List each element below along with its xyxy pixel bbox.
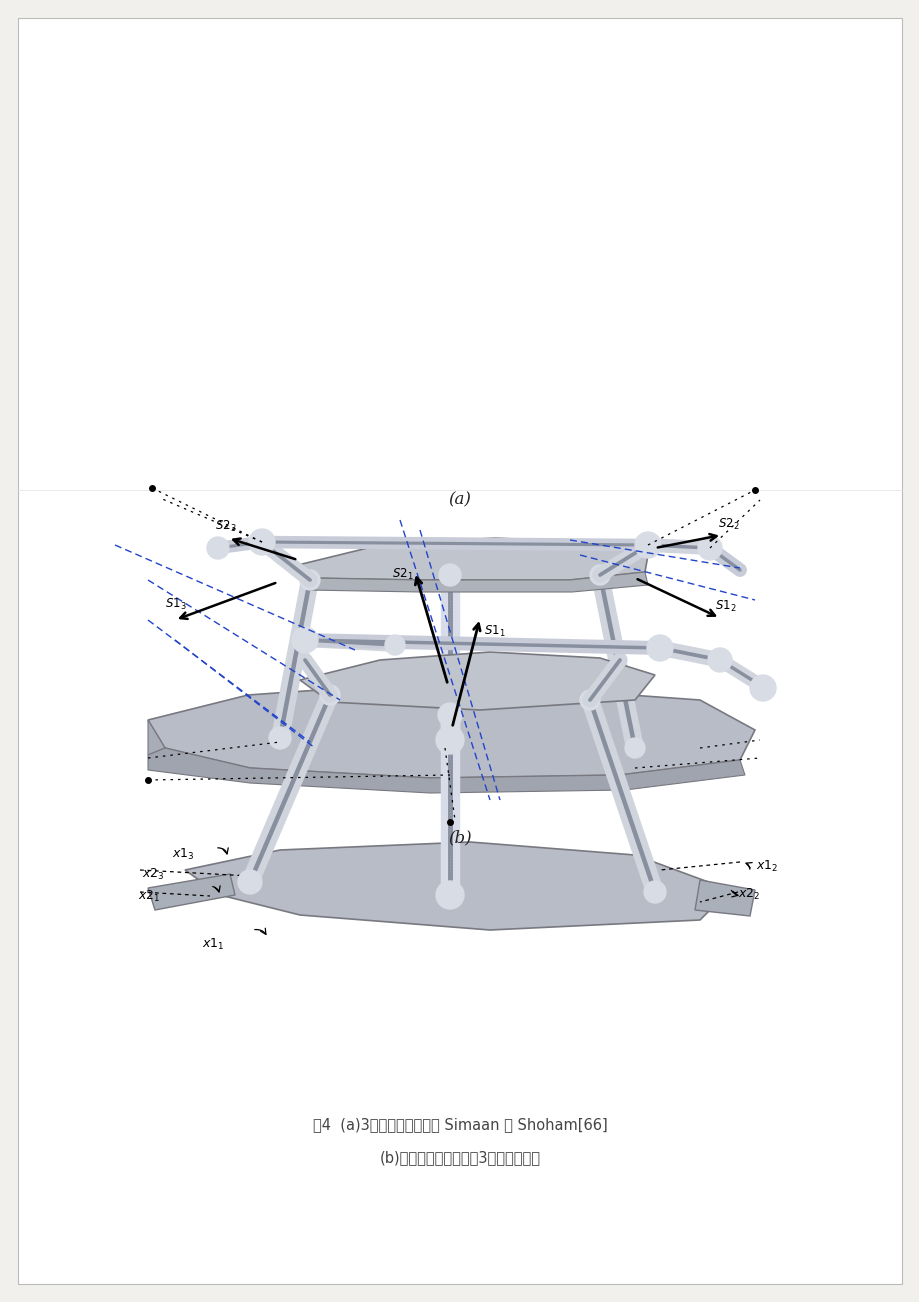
Circle shape — [643, 881, 665, 904]
Text: $S2_3$: $S2_3$ — [215, 519, 236, 534]
Circle shape — [249, 529, 275, 555]
Text: $x1_1$: $x1_1$ — [202, 937, 224, 952]
Text: $S2_2$: $S2_2$ — [717, 517, 739, 533]
Circle shape — [646, 635, 673, 661]
Text: $x1_3$: $x1_3$ — [172, 848, 195, 862]
Text: (b)飞机和致动器螺丝的3自由度机器人: (b)飞机和致动器螺丝的3自由度机器人 — [380, 1151, 540, 1165]
Circle shape — [634, 533, 660, 559]
Text: 图4  (a)3自由度机器人提出 Simaan 和 Shoham[66]: 图4 (a)3自由度机器人提出 Simaan 和 Shoham[66] — [312, 1117, 607, 1133]
Circle shape — [238, 870, 262, 894]
Polygon shape — [148, 749, 744, 793]
Polygon shape — [148, 874, 234, 910]
Text: $S1_2$: $S1_2$ — [714, 599, 736, 615]
Circle shape — [708, 648, 732, 672]
Polygon shape — [148, 685, 754, 779]
Text: $x1_2$: $x1_2$ — [755, 859, 777, 874]
Circle shape — [624, 738, 644, 758]
FancyBboxPatch shape — [18, 18, 901, 1284]
Circle shape — [749, 674, 775, 700]
Polygon shape — [298, 538, 647, 579]
Polygon shape — [694, 880, 754, 917]
Polygon shape — [298, 572, 647, 592]
Circle shape — [384, 635, 404, 655]
Circle shape — [300, 570, 320, 590]
Circle shape — [268, 727, 290, 749]
Text: $S1_1$: $S1_1$ — [483, 624, 505, 639]
Circle shape — [579, 690, 599, 710]
Circle shape — [437, 703, 461, 727]
Polygon shape — [185, 842, 729, 930]
Circle shape — [291, 628, 318, 654]
Text: $S2_1$: $S2_1$ — [391, 566, 414, 582]
Text: $x2_1$: $x2_1$ — [138, 889, 160, 904]
Circle shape — [436, 727, 463, 754]
Text: (b): (b) — [448, 829, 471, 846]
Circle shape — [589, 565, 609, 585]
Circle shape — [320, 685, 340, 704]
Circle shape — [436, 881, 463, 909]
Text: (a): (a) — [448, 491, 471, 509]
Circle shape — [207, 536, 229, 559]
Polygon shape — [148, 720, 165, 755]
Text: $S1_3$: $S1_3$ — [165, 598, 187, 612]
Circle shape — [438, 564, 460, 586]
Circle shape — [698, 536, 721, 560]
Text: $x2_2$: $x2_2$ — [737, 887, 760, 902]
Polygon shape — [300, 652, 654, 710]
Text: $x2_3$: $x2_3$ — [142, 867, 165, 881]
